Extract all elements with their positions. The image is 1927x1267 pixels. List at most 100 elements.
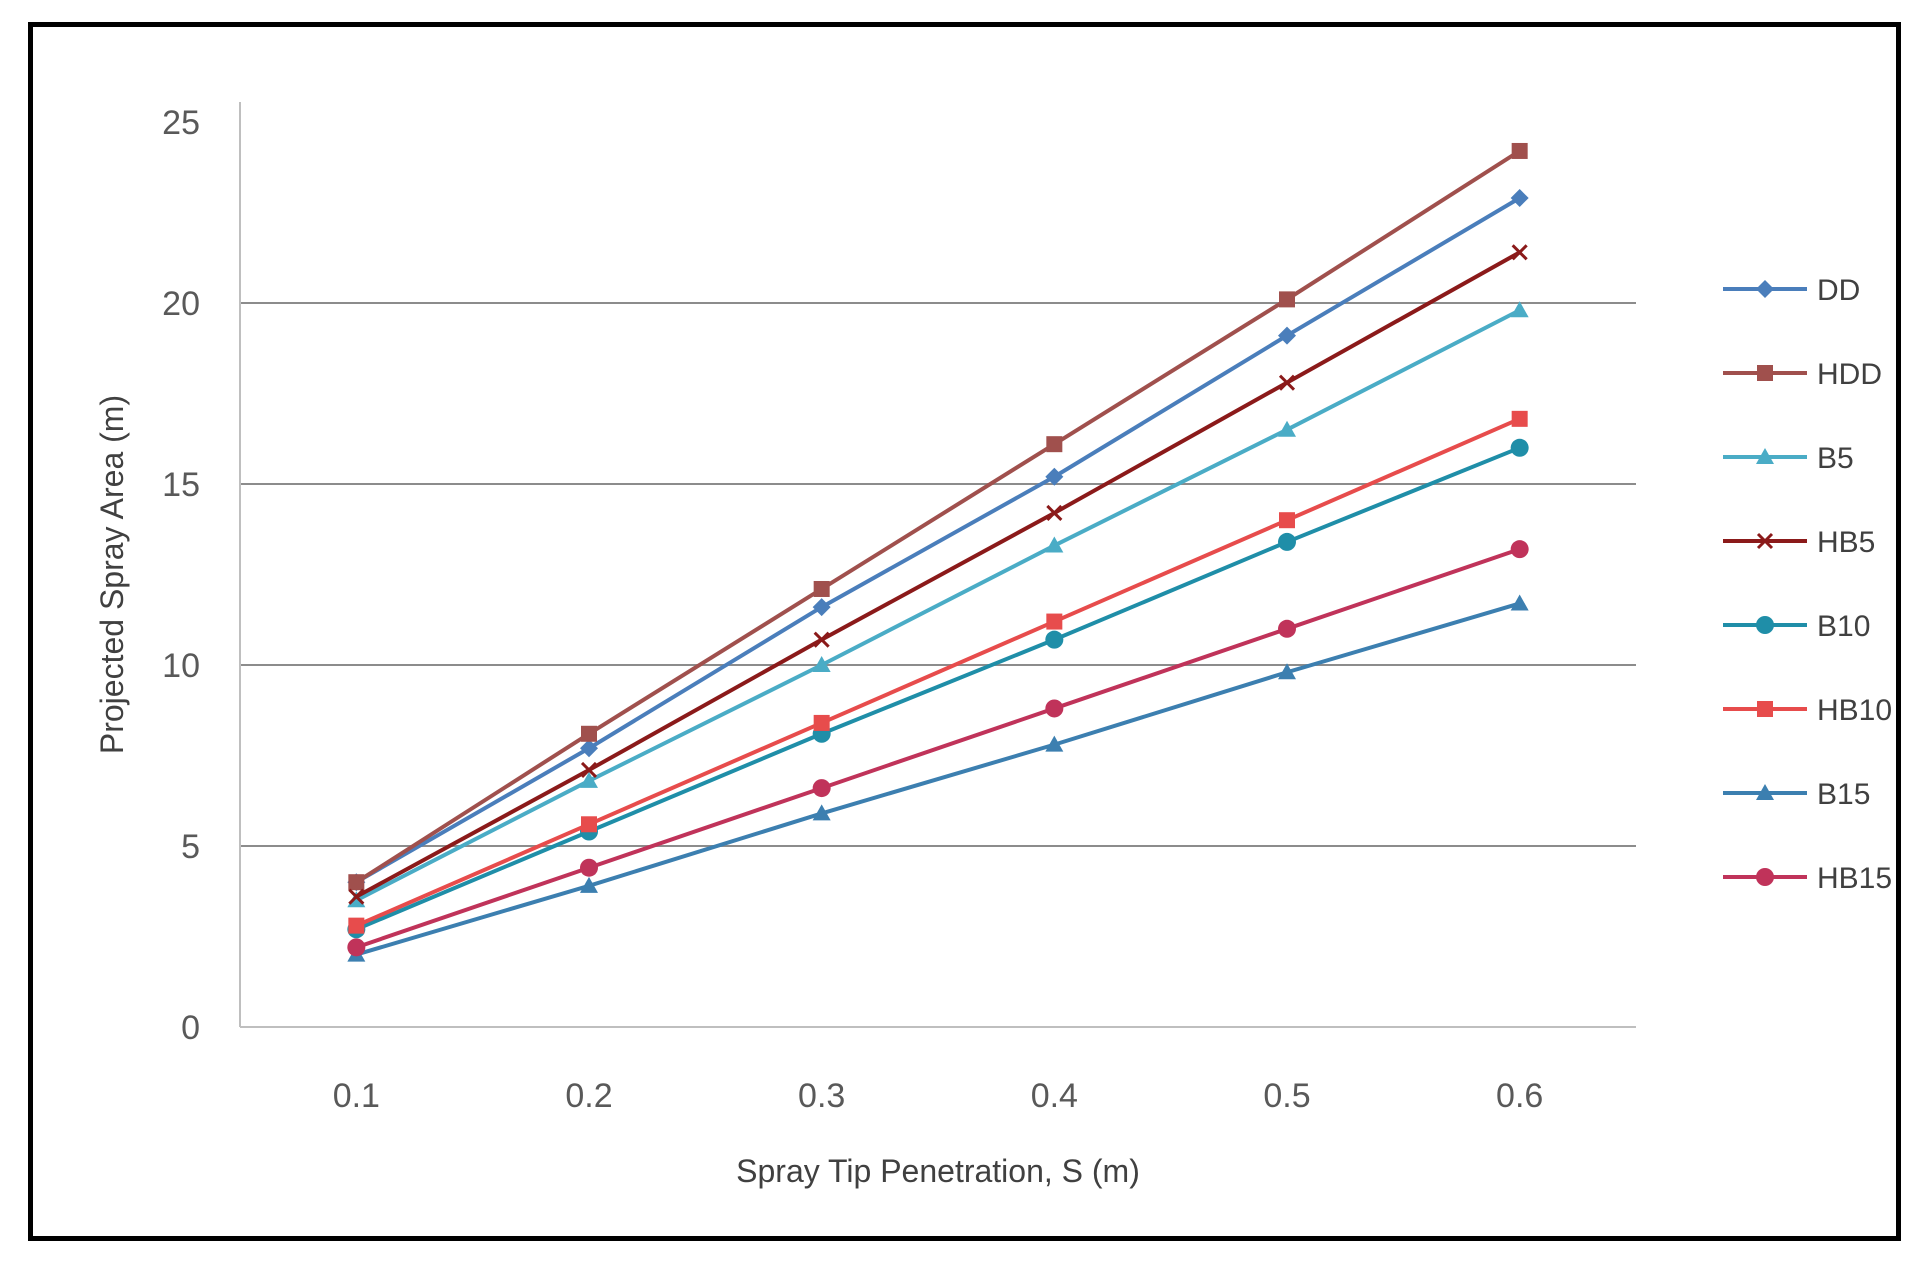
series-b15 — [347, 594, 1529, 962]
series-b10 — [347, 438, 1529, 939]
data-point-dd — [812, 598, 831, 617]
y-tick-labels: 0 5 10 15 20 25 — [162, 104, 200, 1047]
data-point-hb15 — [1278, 619, 1296, 638]
data-point-hb5 — [1511, 244, 1528, 261]
data-point-dd — [1278, 326, 1296, 345]
data-point-hb15 — [1510, 540, 1529, 559]
data-point-hb5 — [1046, 504, 1063, 522]
legend-item-hdd: HDD — [1723, 358, 1882, 391]
data-point-hb10 — [348, 917, 365, 934]
series-hdd — [348, 142, 1528, 891]
x-axis-label: Spray Tip Penetration, S (m) — [736, 1153, 1140, 1189]
line-chart: 0 5 10 15 20 25 0.1 0.2 0.3 0.4 0.5 0.6 DD HDD B5 HB5… — [94, 102, 1892, 1189]
data-point-b5 — [1510, 301, 1529, 318]
legend-label: HDD — [1817, 358, 1882, 391]
series-line-b5 — [355, 308, 1521, 903]
data-point-b5 — [1278, 420, 1296, 437]
data-point-hb10 — [1279, 512, 1295, 529]
data-point-dd — [1510, 189, 1529, 208]
y-tick-label: 5 — [181, 828, 200, 866]
series-line-hdd — [355, 149, 1521, 884]
data-point-b15 — [580, 876, 598, 893]
series-hb10 — [348, 410, 1528, 934]
data-point-hdd — [813, 580, 830, 597]
series-dd — [347, 189, 1529, 892]
legend-label: B5 — [1817, 442, 1854, 475]
series-line-hb15 — [355, 547, 1521, 950]
legend-label: DD — [1817, 274, 1860, 307]
series-b5 — [347, 301, 1529, 908]
data-point-hb10 — [581, 816, 597, 833]
x-tick-labels: 0.1 0.2 0.3 0.4 0.5 0.6 — [333, 1077, 1544, 1115]
series-line-b15 — [355, 601, 1521, 957]
legend-marker — [1757, 365, 1773, 381]
data-point-hb15 — [812, 779, 831, 798]
x-tick-label: 0.4 — [1031, 1077, 1078, 1115]
x-tick-label: 0.2 — [565, 1077, 612, 1115]
data-point-hb5 — [580, 761, 598, 779]
legend-marker — [1757, 701, 1773, 717]
series-line-hb5 — [355, 250, 1521, 899]
data-point-b10 — [1278, 532, 1296, 551]
legend-marker — [1756, 616, 1774, 634]
x-tick-label: 0.1 — [333, 1077, 380, 1115]
y-axis-label: Projected Spray Area (m) — [94, 395, 130, 754]
legend-label: B15 — [1817, 778, 1870, 811]
series-hb5 — [348, 244, 1528, 905]
legend-marker — [1756, 532, 1774, 550]
data-point-hb15 — [347, 938, 366, 957]
axes — [239, 102, 1636, 1028]
legend-marker — [1756, 784, 1774, 800]
data-point-hb10 — [1046, 613, 1063, 630]
legend: DD HDD B5 HB5 B10 HB10 B15 HB15 — [1723, 274, 1892, 895]
data-point-b15 — [1045, 735, 1064, 752]
data-point-hb10 — [1511, 410, 1528, 427]
series-group — [347, 142, 1529, 962]
y-tick-label: 10 — [162, 647, 200, 685]
y-tick-label: 25 — [162, 104, 200, 142]
data-point-b15 — [1510, 594, 1529, 611]
data-point-b15 — [1278, 663, 1296, 680]
legend-label: B10 — [1817, 610, 1870, 643]
y-tick-label: 15 — [162, 466, 200, 504]
data-point-dd — [1045, 467, 1064, 486]
x-tick-label: 0.5 — [1263, 1077, 1310, 1115]
legend-item-b15: B15 — [1723, 778, 1870, 811]
data-point-b10 — [1510, 438, 1529, 457]
legend-label: HB5 — [1817, 526, 1875, 559]
chart-frame: 0 5 10 15 20 25 0.1 0.2 0.3 0.4 0.5 0.6 DD HDD B5 HB5… — [28, 22, 1901, 1241]
data-point-hdd — [1279, 291, 1295, 308]
legend-item-dd: DD — [1723, 274, 1860, 307]
data-point-hb10 — [813, 714, 830, 731]
legend-item-b5: B5 — [1723, 442, 1854, 475]
data-point-b5 — [812, 656, 831, 672]
data-point-hb15 — [1045, 699, 1064, 718]
series-line-hb10 — [355, 417, 1521, 928]
legend-item-hb15: HB15 — [1723, 862, 1892, 895]
series-line-b10 — [355, 445, 1521, 932]
data-point-hdd — [348, 874, 365, 891]
x-tick-label: 0.3 — [798, 1077, 845, 1115]
data-point-hb5 — [348, 888, 365, 905]
data-point-hdd — [581, 725, 597, 742]
data-point-dd — [580, 739, 598, 758]
data-point-b5 — [580, 771, 598, 788]
data-point-b15 — [812, 804, 831, 821]
x-tick-label: 0.6 — [1496, 1077, 1543, 1115]
data-point-hdd — [1046, 436, 1063, 453]
gridlines — [240, 302, 1636, 847]
legend-marker — [1756, 448, 1774, 464]
data-point-hb5 — [813, 631, 830, 648]
data-point-b5 — [1045, 536, 1064, 553]
y-tick-label: 20 — [162, 285, 200, 323]
legend-item-hb10: HB10 — [1723, 694, 1892, 727]
legend-label: HB15 — [1817, 862, 1892, 895]
legend-marker — [1756, 280, 1774, 298]
data-point-hb15 — [580, 858, 598, 877]
legend-item-b10: B10 — [1723, 610, 1870, 643]
data-point-hb5 — [1278, 374, 1296, 391]
y-tick-label: 0 — [181, 1009, 200, 1047]
data-point-b10 — [1045, 630, 1064, 649]
series-line-dd — [355, 196, 1521, 884]
legend-item-hb5: HB5 — [1723, 526, 1875, 559]
